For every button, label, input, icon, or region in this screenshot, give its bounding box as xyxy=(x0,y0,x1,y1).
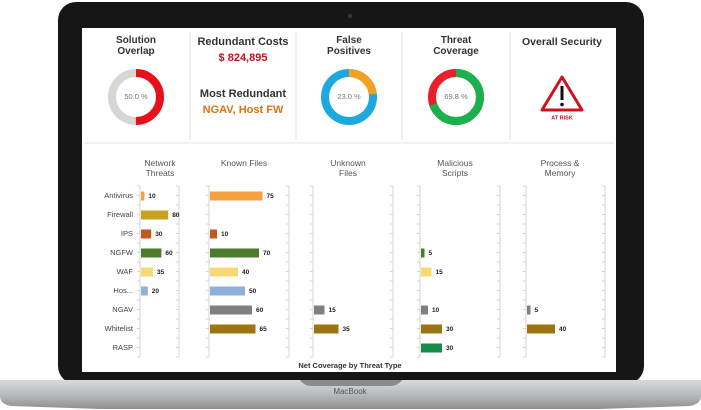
row-label: Hos... xyxy=(113,286,133,295)
bar xyxy=(314,324,339,334)
bar xyxy=(210,305,252,315)
bar xyxy=(210,286,245,296)
bar xyxy=(314,305,325,315)
bar xyxy=(210,229,217,239)
notch xyxy=(300,380,402,386)
bar xyxy=(141,248,162,258)
donut-segment xyxy=(108,69,164,125)
card-title: False Positives xyxy=(327,35,371,57)
column-title: Unknown Files xyxy=(330,158,366,178)
bar xyxy=(527,324,555,334)
row-label: IPS xyxy=(121,229,133,238)
card-title: Solution Overlap xyxy=(116,35,156,57)
bar-value: 15 xyxy=(436,269,444,276)
bar xyxy=(141,229,152,239)
bar xyxy=(421,267,432,277)
status: AT RISK xyxy=(551,115,573,121)
card-title: Threat Coverage xyxy=(433,35,479,57)
device-label: MacBook xyxy=(333,387,367,396)
bar-value: 15 xyxy=(329,307,337,314)
bar-value: 30 xyxy=(155,231,163,238)
bar-value: 30 xyxy=(446,326,454,333)
dashboard: 50.0 % 23.0 % 69.8 % Redundant Costs $ 824,8… xyxy=(84,32,614,370)
bar-value: 60 xyxy=(256,307,264,314)
bar-value: 10 xyxy=(432,307,440,314)
row-label: NGFW xyxy=(110,248,134,257)
bar xyxy=(421,305,428,315)
bar xyxy=(141,210,169,220)
bar xyxy=(421,324,442,334)
warning-dot xyxy=(560,102,564,107)
bar xyxy=(210,324,256,334)
chart-title: Net Coverage by Threat Type xyxy=(298,361,401,370)
bar-value: 35 xyxy=(343,326,351,333)
column-title: Malicious Scripts xyxy=(437,158,473,178)
bar xyxy=(141,267,153,277)
bar-value: 20 xyxy=(152,288,160,295)
bar-value: 75 xyxy=(267,193,275,200)
bar xyxy=(210,267,238,277)
column-title: Process & Memory xyxy=(540,158,580,178)
card-subtitle: Most Redundant xyxy=(200,88,286,100)
bar-value: 35 xyxy=(157,269,165,276)
camera xyxy=(347,13,353,19)
column-title: Network Threats xyxy=(144,158,176,178)
cost-amount: $ 824,895 xyxy=(219,52,268,64)
card-title: Redundant Costs xyxy=(197,36,288,48)
bar-value: 80 xyxy=(172,212,180,219)
row-label: Firewall xyxy=(107,210,133,219)
row-label: WAF xyxy=(117,267,134,276)
screen xyxy=(82,28,616,372)
bar-value: 10 xyxy=(148,193,156,200)
column-title: Known Files xyxy=(220,158,268,168)
bar xyxy=(421,248,425,258)
redundant-items: NGAV, Host FW xyxy=(203,104,284,116)
row-label: Whitelist xyxy=(105,324,134,333)
bar-value: 40 xyxy=(242,269,250,276)
bar-value: 70 xyxy=(263,250,271,257)
bar-value: 5 xyxy=(429,250,433,257)
laptop-base xyxy=(0,380,701,409)
card-title: Overall Security xyxy=(522,36,602,48)
bar-value: 30 xyxy=(446,345,454,352)
bar xyxy=(527,305,531,315)
donut-label: 69.8 % xyxy=(444,92,468,101)
bar-value: 65 xyxy=(260,326,268,333)
donut-segment xyxy=(428,69,484,125)
bar xyxy=(210,191,263,201)
row-label: RASP xyxy=(113,343,133,352)
bar xyxy=(141,191,145,201)
warning-bar xyxy=(560,86,564,100)
bar-value: 40 xyxy=(559,326,567,333)
donut-label: 50.0 % xyxy=(124,92,148,101)
bar-value: 10 xyxy=(221,231,229,238)
bar-value: 5 xyxy=(535,307,539,314)
bar xyxy=(141,286,148,296)
bar xyxy=(210,248,259,258)
bar xyxy=(421,343,442,353)
bar-value: 50 xyxy=(249,288,257,295)
row-label: NGAV xyxy=(112,305,133,314)
bar-value: 60 xyxy=(165,250,173,257)
donut-label: 23.0 % xyxy=(337,92,361,101)
donut-segment xyxy=(321,69,377,125)
row-label: Antivirus xyxy=(104,191,133,200)
